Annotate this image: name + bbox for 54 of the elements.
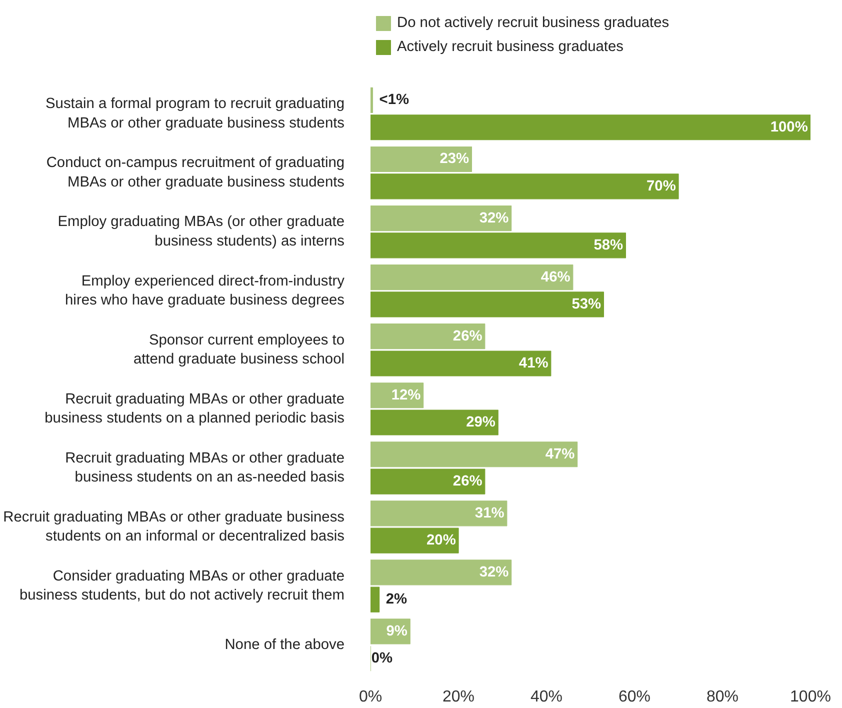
x-tick-label: 40% (530, 688, 563, 706)
data-label: 53% (572, 296, 602, 312)
data-label: 23% (440, 151, 470, 168)
y-tick-label: None of the above (224, 637, 345, 654)
bar (370, 560, 512, 586)
y-tick-label: Sustain a formal program to recruit graduating MBAs or other graduate business students (46, 96, 345, 132)
y-tick-label: Consider graduating MBAs or other graduate business students, but do not actively recruit them (19, 568, 345, 604)
bar (370, 205, 512, 232)
bar (370, 174, 679, 200)
data-label: 31% (474, 505, 504, 522)
y-tick-label: Conduct on-campus recruitment of graduating MBAs or other graduate business students (46, 155, 345, 190)
bar (370, 232, 626, 258)
y-tick-label: Recruit graduating MBAs or other graduate business students on an informal or decentralized basis (3, 509, 345, 545)
bar (370, 292, 604, 318)
y-tick-label: Recruit graduating MBAs or other graduate business students on a planned periodic basis (44, 391, 345, 427)
data-label: 26% (452, 328, 482, 344)
data-label: 41% (518, 355, 548, 372)
data-label: 12% (391, 387, 421, 404)
bar (370, 324, 486, 350)
data-label: 70% (646, 178, 676, 194)
x-tick-label: 20% (442, 688, 475, 706)
data-label: 0% (371, 650, 393, 667)
data-label: 2% (386, 592, 408, 608)
bar (370, 586, 380, 612)
bar (370, 410, 498, 436)
bar (370, 468, 486, 494)
data-label: 47% (545, 446, 575, 462)
bar (370, 146, 472, 172)
data-label: 32% (479, 564, 509, 580)
bar (370, 264, 574, 290)
y-tick-label: Sponsor current employees to attend graduate business school (133, 332, 345, 368)
data-label: 9% (386, 623, 408, 640)
data-label: 100% (770, 119, 808, 136)
x-tick-label: 0% (358, 688, 382, 706)
x-tick-label: 60% (618, 688, 651, 706)
data-label: 32% (479, 210, 509, 226)
y-tick-label: Employ graduating MBAs (or other graduate business students) as interns (58, 214, 345, 250)
bar (370, 500, 508, 526)
bar (370, 528, 459, 554)
y-tick-label: Recruit graduating MBAs or other graduate business students on an as-needed basis (65, 450, 345, 486)
data-label: <1% (379, 92, 410, 108)
data-label: 20% (426, 532, 456, 549)
data-label: 46% (540, 269, 570, 286)
data-label: 29% (466, 414, 496, 431)
x-tick-label: 100% (790, 688, 831, 706)
bar (370, 350, 552, 376)
x-tick-label: 80% (706, 688, 739, 706)
legend-label: Actively recruit business graduates (397, 39, 624, 55)
data-label: 58% (594, 237, 624, 254)
data-label: 26% (452, 474, 482, 490)
y-tick-label: Employ experienced direct-from-industry hires who have graduate business degrees (65, 273, 346, 308)
bar (370, 114, 810, 140)
bar (370, 442, 578, 468)
legend-label: Do not actively recruit business graduates (397, 15, 670, 31)
